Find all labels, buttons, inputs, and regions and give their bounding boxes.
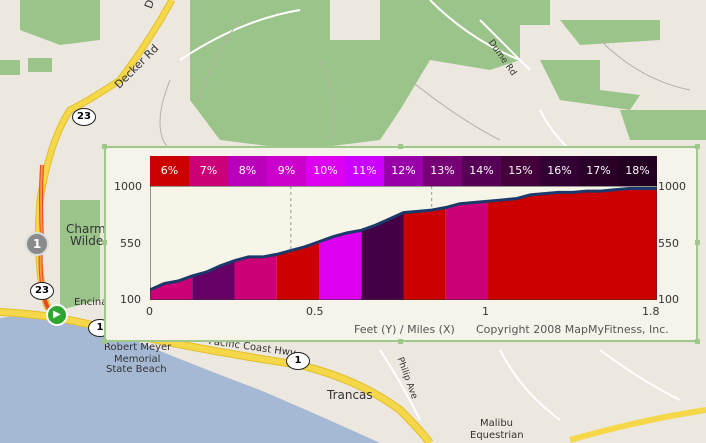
label-memorial: Memorial — [114, 354, 161, 365]
grade-legend-cell: 12% — [384, 156, 423, 186]
grade-legend-cell: 14% — [462, 156, 501, 186]
label-encina: Encina — [74, 297, 108, 308]
waypoint-marker[interactable]: 1 — [25, 232, 49, 256]
y-tick-label-right: 100 — [658, 293, 679, 306]
resize-handle-top-right[interactable] — [695, 144, 700, 149]
resize-handle-left[interactable] — [102, 240, 107, 245]
y-tick-label: 100 — [120, 293, 141, 306]
elevation-chart — [150, 186, 657, 300]
grade-segment — [361, 212, 404, 300]
label-malibu: Malibu — [480, 418, 513, 429]
x-tick-label: 1 — [482, 305, 489, 318]
resize-handle-top-left[interactable] — [102, 144, 107, 149]
grade-legend-cell: 7% — [189, 156, 228, 186]
grade-segment — [445, 201, 488, 300]
resize-handle-bottom-left[interactable] — [102, 339, 107, 344]
grade-segment — [403, 207, 446, 300]
y-tick-label-right: 1000 — [658, 180, 686, 193]
resize-handle-bottom[interactable] — [398, 339, 403, 344]
label-trancas: Trancas — [327, 388, 373, 402]
grade-segment — [276, 241, 319, 300]
x-tick-label: 0.5 — [306, 305, 324, 318]
axis-units-label: Feet (Y) / Miles (X) — [354, 323, 455, 336]
grade-segment — [488, 188, 657, 300]
minor-streets — [179, 0, 681, 421]
x-tick-label: 0 — [146, 305, 153, 318]
grade-legend-cell: 18% — [618, 156, 657, 186]
grade-legend-cell: 8% — [228, 156, 267, 186]
x-tick-label: 1.8 — [642, 305, 660, 318]
label-wilder: Wilder — [70, 234, 109, 248]
grade-segment — [192, 260, 235, 300]
label-state-beach: State Beach — [106, 364, 167, 375]
label-charml: Charml — [66, 222, 110, 236]
copyright-caption: Copyright 2008 MapMyFitness, Inc. — [476, 323, 669, 336]
elevation-profile-panel: 6% 7% 8% 9% 10% 11% 12% 13% 14% 15% 16% 17% 18% 1000… — [102, 144, 700, 344]
grade-legend-cell: 17% — [579, 156, 618, 186]
route-1-shield: 1 — [286, 352, 310, 370]
resize-handle-right[interactable] — [695, 240, 700, 245]
y-tick-label: 1000 — [114, 180, 142, 193]
label-robert-meyer: Robert Meyer — [104, 342, 172, 353]
grade-legend-cell: 6% — [150, 156, 189, 186]
start-marker[interactable]: ▶ — [46, 304, 68, 326]
route-23-shield: 23 — [30, 282, 54, 300]
grade-legend-cell: 9% — [267, 156, 306, 186]
grade-segment — [150, 275, 193, 300]
grade-legend-cell: 13% — [423, 156, 462, 186]
route-23-shield: 23 — [72, 108, 96, 126]
park-areas — [0, 0, 706, 310]
grade-legend-cell: 16% — [540, 156, 579, 186]
grade-legend-cell: 11% — [345, 156, 384, 186]
ocean — [0, 315, 380, 443]
y-tick-label-right: 550 — [658, 237, 679, 250]
grade-segment — [319, 230, 362, 300]
y-tick-label: 550 — [120, 237, 141, 250]
grade-legend-cell: 15% — [501, 156, 540, 186]
trails — [159, 19, 691, 151]
grade-legend-cell: 10% — [306, 156, 345, 186]
grade-legend: 6% 7% 8% 9% 10% 11% 12% 13% 14% 15% 16% 17% 18% — [150, 156, 657, 186]
resize-handle-bottom-right[interactable] — [695, 339, 700, 344]
elevation-line — [150, 187, 657, 292]
grade-segment — [234, 254, 277, 300]
resize-handle-top[interactable] — [398, 144, 403, 149]
label-equestrian: Equestrian — [470, 430, 524, 441]
